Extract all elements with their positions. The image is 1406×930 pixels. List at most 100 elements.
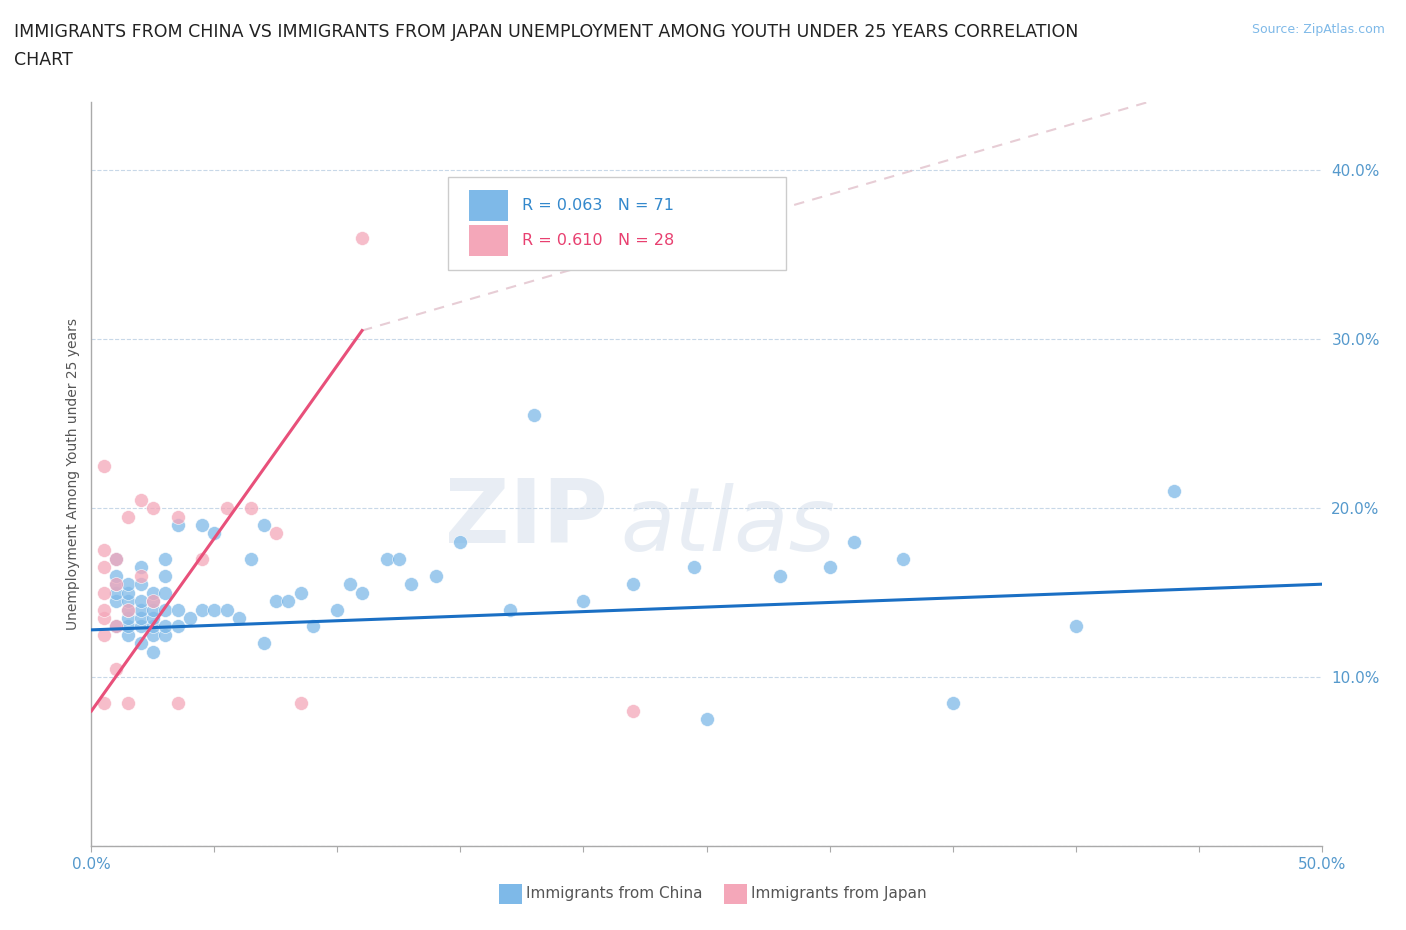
Y-axis label: Unemployment Among Youth under 25 years: Unemployment Among Youth under 25 years: [66, 318, 80, 631]
Point: [142, 628, 165, 643]
Point: [129, 611, 152, 626]
Point: [142, 644, 165, 659]
Point: [277, 593, 299, 608]
Point: [191, 518, 214, 533]
Point: [129, 636, 152, 651]
Point: [142, 500, 165, 515]
Point: [191, 602, 214, 617]
Point: [117, 509, 139, 524]
Point: [891, 551, 914, 566]
Point: [93, 611, 115, 626]
Point: [215, 602, 238, 617]
Point: [240, 551, 263, 566]
Text: Source: ZipAtlas.com: Source: ZipAtlas.com: [1251, 23, 1385, 36]
Point: [93, 543, 115, 558]
Point: [93, 695, 115, 710]
Point: [842, 535, 865, 550]
Text: CHART: CHART: [14, 51, 73, 69]
Point: [117, 585, 139, 600]
Point: [253, 518, 276, 533]
Point: [129, 619, 152, 634]
Point: [117, 593, 139, 608]
Point: [105, 577, 127, 591]
Point: [105, 593, 127, 608]
Point: [93, 628, 115, 643]
Point: [621, 577, 644, 591]
Point: [166, 509, 188, 524]
FancyBboxPatch shape: [449, 177, 786, 270]
Text: Immigrants from China: Immigrants from China: [526, 886, 703, 901]
Point: [153, 568, 177, 583]
Point: [166, 602, 188, 617]
Point: [129, 492, 152, 507]
Bar: [470, 225, 509, 257]
Point: [523, 407, 546, 422]
Point: [153, 628, 177, 643]
Point: [1064, 619, 1087, 634]
Point: [425, 568, 447, 583]
Point: [498, 602, 520, 617]
Point: [253, 636, 276, 651]
Point: [105, 619, 127, 634]
Point: [142, 602, 165, 617]
Point: [153, 585, 177, 600]
Point: [129, 560, 152, 575]
Text: IMMIGRANTS FROM CHINA VS IMMIGRANTS FROM JAPAN UNEMPLOYMENT AMONG YOUTH UNDER 25: IMMIGRANTS FROM CHINA VS IMMIGRANTS FROM…: [14, 23, 1078, 41]
Point: [117, 577, 139, 591]
Bar: [470, 190, 509, 221]
Point: [129, 568, 152, 583]
Text: atlas: atlas: [620, 484, 835, 569]
Point: [572, 593, 595, 608]
Point: [153, 619, 177, 634]
Point: [449, 535, 471, 550]
Point: [93, 602, 115, 617]
Point: [290, 695, 312, 710]
Point: [240, 500, 263, 515]
Point: [301, 619, 323, 634]
Point: [375, 551, 398, 566]
Point: [105, 585, 127, 600]
Point: [621, 704, 644, 719]
Point: [142, 593, 165, 608]
Point: [228, 611, 250, 626]
Point: [264, 526, 287, 541]
Point: [683, 560, 706, 575]
Point: [142, 593, 165, 608]
Point: [153, 551, 177, 566]
Point: [264, 593, 287, 608]
Point: [117, 619, 139, 634]
Point: [93, 458, 115, 473]
Point: [105, 551, 127, 566]
Point: [215, 500, 238, 515]
Point: [129, 602, 152, 617]
Text: ZIP: ZIP: [446, 475, 607, 563]
Point: [166, 518, 188, 533]
Point: [93, 585, 115, 600]
Point: [202, 526, 225, 541]
Point: [695, 712, 717, 727]
Point: [105, 577, 127, 591]
Text: R = 0.063   N = 71: R = 0.063 N = 71: [522, 198, 673, 213]
Text: Immigrants from Japan: Immigrants from Japan: [751, 886, 927, 901]
Point: [388, 551, 411, 566]
Point: [105, 661, 127, 676]
Point: [1163, 484, 1185, 498]
Point: [941, 695, 963, 710]
Point: [166, 695, 188, 710]
Point: [129, 593, 152, 608]
Point: [818, 560, 841, 575]
Point: [142, 585, 165, 600]
Point: [142, 619, 165, 634]
Point: [117, 602, 139, 617]
Point: [129, 577, 152, 591]
Point: [166, 619, 188, 634]
Point: [352, 585, 374, 600]
Point: [142, 611, 165, 626]
Point: [290, 585, 312, 600]
Point: [105, 568, 127, 583]
Point: [117, 611, 139, 626]
Point: [105, 619, 127, 634]
Point: [399, 577, 422, 591]
Point: [105, 551, 127, 566]
Point: [93, 560, 115, 575]
